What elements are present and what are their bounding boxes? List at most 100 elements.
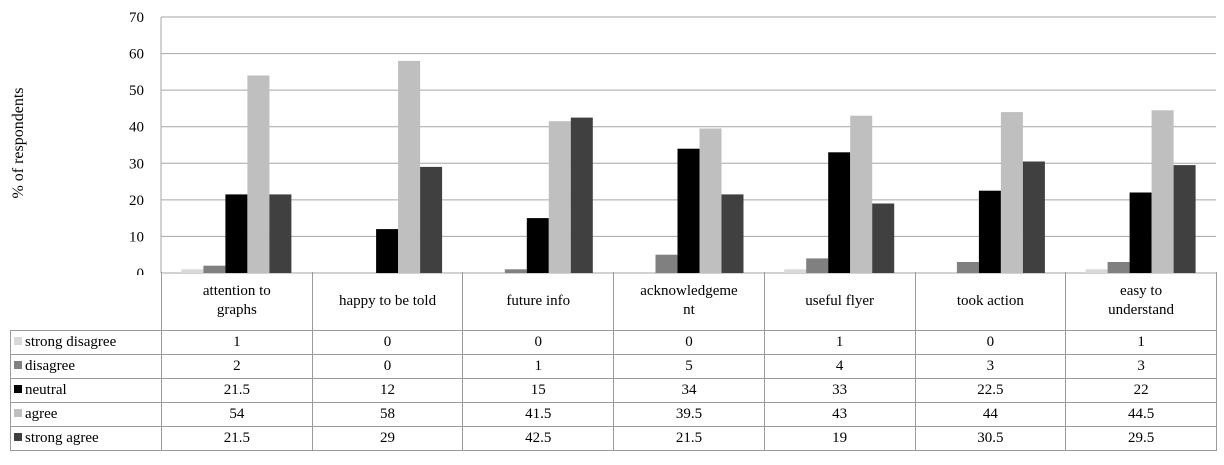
- data-label: 0: [311, 330, 464, 355]
- legend-entry: agree: [10, 402, 162, 427]
- legend-key: [14, 361, 22, 369]
- x-tick-label: easy to understand: [1065, 272, 1217, 331]
- legend-key: [14, 409, 22, 417]
- x-tick-label: acknowledgeme nt: [613, 272, 765, 331]
- bar-disagree: [806, 258, 829, 273]
- data-label: 0: [914, 330, 1067, 355]
- legend-label: strong agree: [25, 430, 99, 446]
- data-label: 58: [311, 402, 464, 427]
- data-label: 1: [462, 354, 615, 379]
- bar-disagree: [655, 254, 678, 273]
- bar-strong-agree: [1022, 161, 1045, 273]
- bar-disagree: [1107, 262, 1130, 273]
- bar-disagree: [504, 269, 527, 273]
- data-label: 22.5: [914, 378, 1067, 403]
- legend-label: disagree: [25, 358, 75, 374]
- data-label: 0: [613, 330, 765, 355]
- data-table: attention to graphs happy to be told future…: [10, 272, 1217, 451]
- legend-label: strong disagree: [25, 334, 117, 350]
- bar-neutral: [978, 190, 1001, 273]
- table-row: neutral 21.5 12 15 34 33 22.5 22: [10, 378, 1217, 403]
- data-label: 42.5: [462, 426, 615, 451]
- legend-entry: strong agree: [10, 426, 162, 451]
- data-label: 43: [763, 402, 916, 427]
- x-tick-label: took action: [914, 272, 1067, 331]
- bar-agree: [1000, 112, 1023, 273]
- bar-neutral: [1129, 192, 1152, 273]
- x-tick-label-line: took action: [956, 292, 1024, 309]
- data-label: 29: [311, 426, 464, 451]
- data-label: 21.5: [161, 378, 313, 403]
- bar-strong-agree: [721, 194, 744, 273]
- bar-agree: [1151, 110, 1174, 273]
- data-label: 12: [311, 378, 464, 403]
- data-label: 1: [1065, 330, 1217, 355]
- bar-disagree: [203, 265, 226, 273]
- data-label: 5: [613, 354, 765, 379]
- x-tick-label-line: easy to: [1120, 283, 1163, 299]
- y-tick-label: 20: [129, 193, 144, 209]
- table-row: strong disagree 1 0 0 0 1 0 1: [10, 330, 1217, 355]
- x-tick-label-line: acknowledgeme: [640, 283, 738, 299]
- data-label: 30.5: [914, 426, 1067, 451]
- bar-strong-agree: [570, 117, 593, 273]
- legend-entry: strong disagree: [10, 330, 162, 355]
- data-label: 54: [161, 402, 313, 427]
- bar-neutral: [225, 194, 248, 273]
- data-label: 1: [161, 330, 313, 355]
- bar-strong-disagree: [1085, 269, 1108, 273]
- y-tick-label: 40: [129, 120, 144, 136]
- chart: 0 10 20 30 40 50 60 70 % of respondents: [10, 10, 1216, 275]
- data-label: 21.5: [161, 426, 313, 451]
- bar-agree: [247, 75, 270, 273]
- data-label: 34: [613, 378, 765, 403]
- data-label: 29.5: [1065, 426, 1217, 451]
- bar-agree: [699, 128, 722, 273]
- data-label: 44.5: [1065, 402, 1217, 427]
- table-row: agree 54 58 41.5 39.5 43 44 44.5: [10, 402, 1217, 427]
- legend-key: [14, 385, 22, 393]
- legend-key: [14, 337, 22, 345]
- x-tick-label: happy to be told: [311, 272, 464, 331]
- legend-entry: disagree: [10, 354, 162, 379]
- data-label: 41.5: [462, 402, 615, 427]
- data-label: 3: [1065, 354, 1217, 379]
- data-label: 33: [763, 378, 916, 403]
- y-tick-label: 50: [129, 83, 144, 99]
- x-tick-label-line: graphs: [216, 302, 257, 318]
- x-tick-label: attention to graphs: [161, 272, 313, 331]
- bar-strong-agree: [420, 166, 443, 273]
- data-label: 39.5: [613, 402, 765, 427]
- bars: [181, 60, 1196, 274]
- bar-agree: [850, 115, 873, 273]
- legend-label: neutral: [25, 382, 67, 398]
- x-tick-label-line: understand: [1108, 302, 1174, 318]
- bar-neutral: [376, 229, 399, 273]
- data-label: 3: [914, 354, 1067, 379]
- data-label: 0: [311, 354, 464, 379]
- y-axis-ticks: 0 10 20 30 40 50 60 70: [129, 10, 144, 275]
- x-tick-label-line: attention to: [202, 283, 271, 299]
- bar-neutral: [526, 218, 549, 273]
- bar-neutral: [677, 148, 700, 273]
- data-label: 19: [763, 426, 916, 451]
- legend-key: [14, 433, 22, 441]
- bar-agree: [398, 60, 421, 274]
- y-tick-label: 60: [129, 47, 144, 63]
- x-tick-label-line: future info: [506, 292, 571, 309]
- data-label: 0: [462, 330, 615, 355]
- bar-strong-disagree: [181, 269, 204, 273]
- x-tick-label: useful flyer: [763, 272, 916, 331]
- data-label: 21.5: [613, 426, 765, 451]
- data-label: 2: [161, 354, 313, 379]
- bar-disagree: [956, 262, 979, 273]
- bar-strong-agree: [269, 194, 292, 273]
- table-row: strong agree 21.5 29 42.5 21.5 19 30.5 29.5: [10, 426, 1217, 451]
- x-tick-label: future info: [462, 272, 615, 331]
- x-tick-label-line: nt: [683, 302, 695, 318]
- bar-strong-agree: [872, 203, 895, 273]
- y-tick-label: 10: [129, 229, 144, 245]
- bar-strong-disagree: [784, 269, 807, 273]
- data-label: 44: [914, 402, 1067, 427]
- data-label: 15: [462, 378, 615, 403]
